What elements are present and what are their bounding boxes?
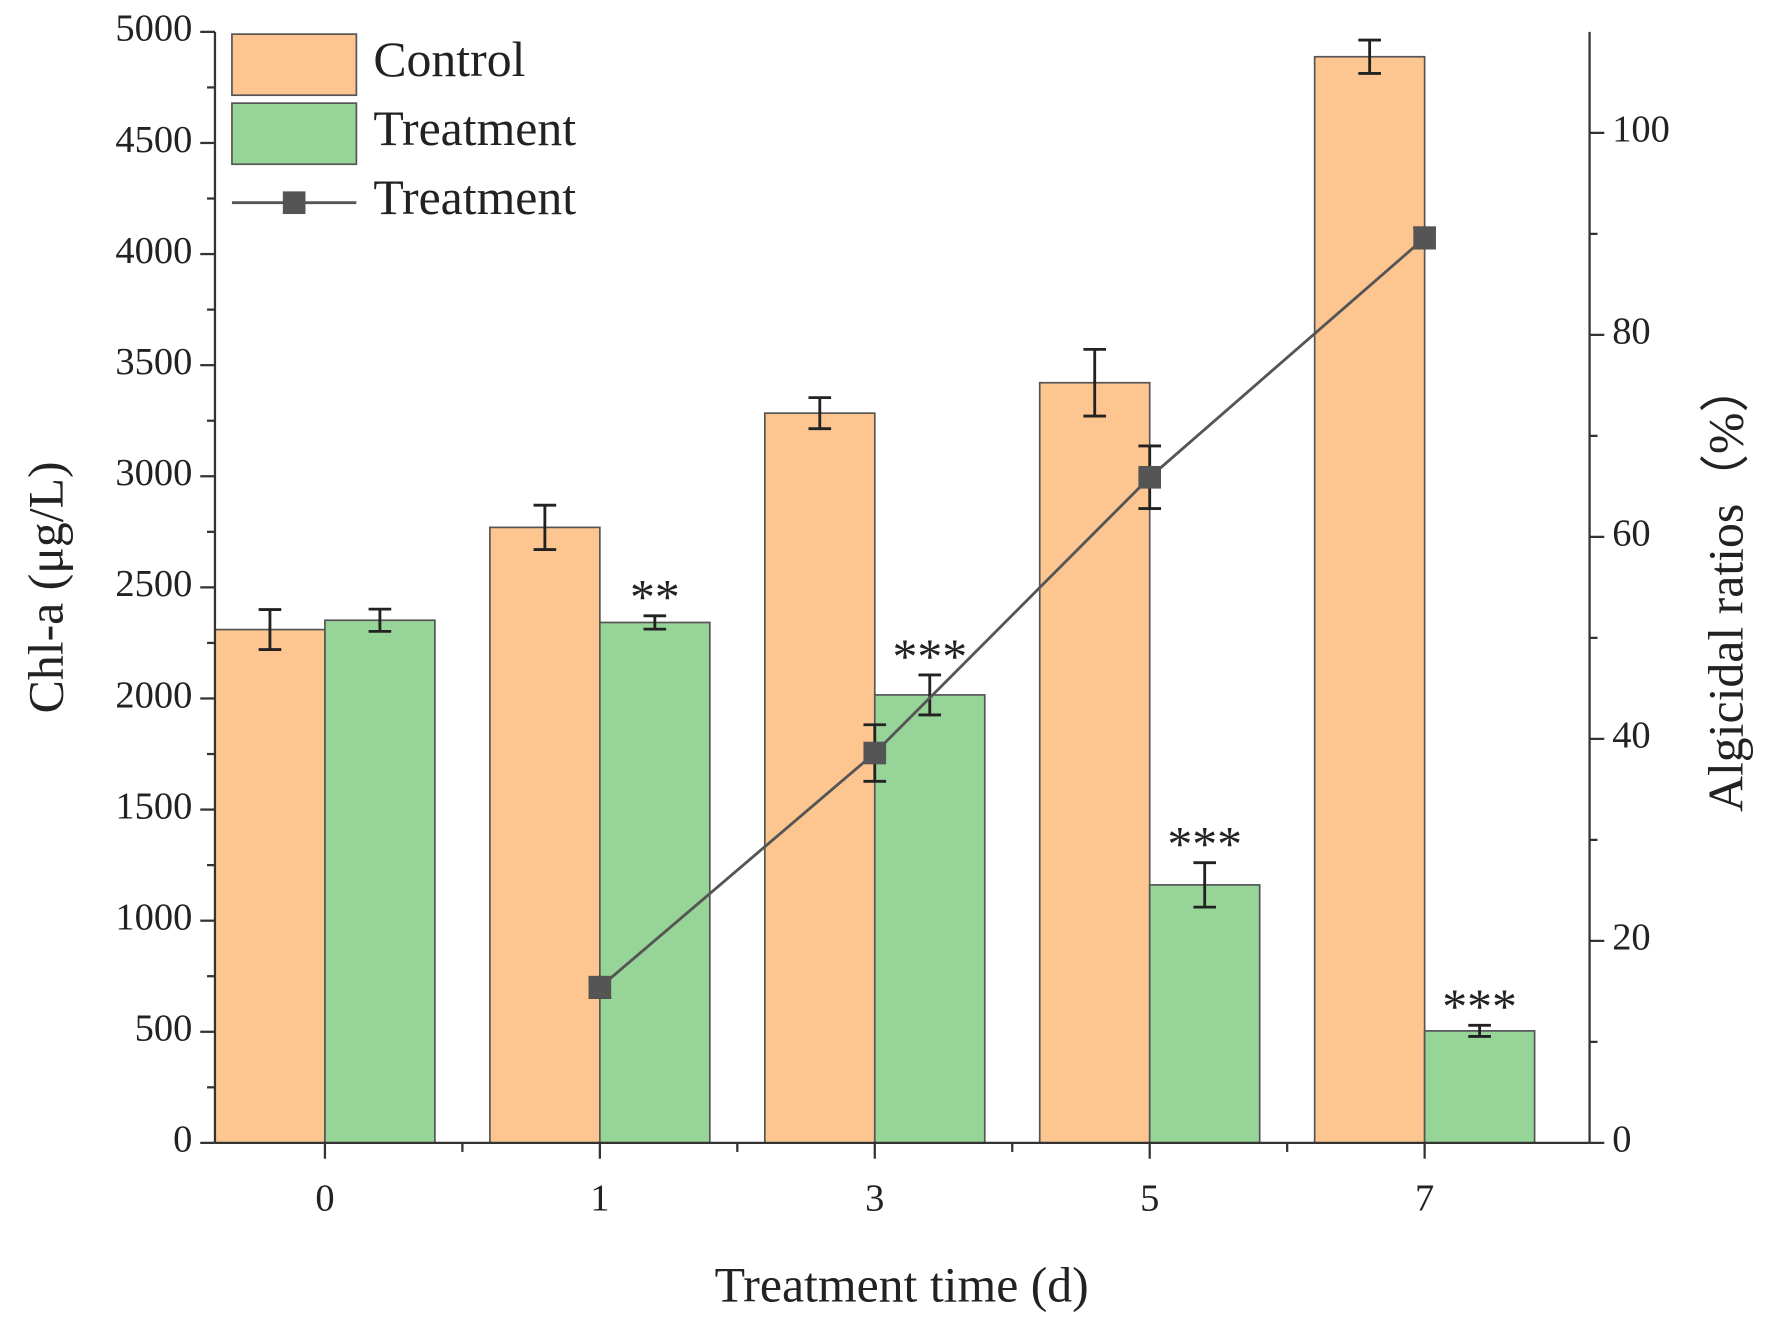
bar <box>763 412 876 1144</box>
legend-swatch <box>231 102 358 166</box>
bar <box>214 628 326 1144</box>
bar <box>1148 884 1261 1144</box>
bar <box>1038 381 1151 1144</box>
y2-tick-label: 60 <box>1612 513 1650 555</box>
annotation: ** <box>630 570 680 625</box>
legend-label: Treatment <box>373 101 576 156</box>
error-bar <box>1083 347 1107 418</box>
y-tick-label: 3000 <box>115 452 192 494</box>
y-tick-label: 5000 <box>115 8 192 50</box>
error-bar <box>1193 861 1217 909</box>
bar <box>1313 55 1426 1144</box>
bar <box>599 621 711 1144</box>
x-tick-label: 3 <box>865 1178 884 1220</box>
x-tick-label: 5 <box>1140 1178 1159 1220</box>
legend-label: Control <box>373 32 525 87</box>
error-bar <box>1468 1023 1491 1038</box>
line-marker <box>1413 226 1436 250</box>
error-bar <box>258 608 282 652</box>
y2-tick-label: 100 <box>1612 109 1670 151</box>
y-tick-label: 2500 <box>115 563 192 605</box>
y-axis-label: Chl-a (μg/L) <box>18 461 73 713</box>
y2-tick-label: 40 <box>1612 715 1650 757</box>
legend-swatch <box>231 33 358 97</box>
y-tick-label: 3500 <box>115 341 192 383</box>
line-marker <box>863 741 887 765</box>
annotation: *** <box>1442 979 1517 1034</box>
y2-tick-label: 80 <box>1612 311 1650 353</box>
y-tick-label: 0 <box>173 1119 192 1161</box>
y2-tick-label: 0 <box>1612 1119 1631 1161</box>
error-bar <box>1358 38 1381 75</box>
x-tick-label: 0 <box>315 1178 334 1220</box>
bar <box>1423 1030 1536 1144</box>
y-tick-label: 2000 <box>115 674 192 716</box>
y-tick-label: 500 <box>135 1008 193 1050</box>
y-tick-label: 4500 <box>115 119 192 161</box>
legend-label: Treatment <box>373 170 576 225</box>
y-tick-label: 1500 <box>115 785 192 827</box>
bar <box>324 619 436 1144</box>
x-tick-label: 1 <box>590 1178 609 1220</box>
x-tick-label: 7 <box>1415 1178 1434 1220</box>
annotation: *** <box>1167 817 1242 872</box>
annotation: *** <box>892 629 967 684</box>
error-bar <box>368 607 392 633</box>
legend-marker <box>282 191 306 215</box>
error-bar <box>918 673 942 717</box>
error-bar <box>808 396 832 431</box>
y2-tick-label: 20 <box>1612 917 1650 959</box>
line-marker <box>588 976 612 999</box>
bar <box>489 526 601 1144</box>
error-bar <box>533 503 557 552</box>
y2-axis-label: Algicidal ratios（%） <box>1698 363 1753 812</box>
error-bar <box>643 614 667 631</box>
line-marker <box>1138 465 1162 489</box>
line <box>598 236 1426 989</box>
y-tick-label: 4000 <box>115 230 192 272</box>
bar <box>873 694 986 1144</box>
x-axis-label: Treatment time (d) <box>715 1257 1089 1312</box>
y-tick-label: 1000 <box>115 897 192 939</box>
